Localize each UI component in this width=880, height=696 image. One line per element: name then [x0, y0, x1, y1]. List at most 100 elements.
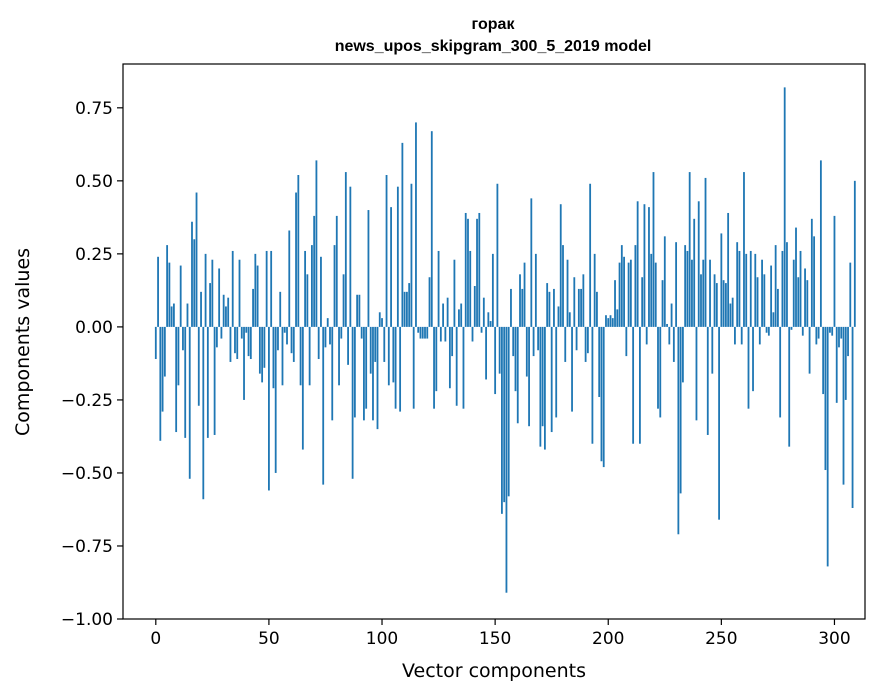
- x-tick-label: 100: [366, 629, 398, 649]
- bar: [220, 326, 223, 339]
- bar: [234, 326, 236, 354]
- bar: [842, 326, 845, 485]
- bar: [761, 259, 763, 327]
- bar: [564, 326, 567, 362]
- bar: [600, 326, 603, 462]
- bar: [833, 215, 836, 327]
- bar: [458, 309, 460, 327]
- bar: [611, 318, 614, 327]
- bar: [347, 326, 349, 365]
- bar: [659, 326, 662, 418]
- bar: [301, 326, 304, 450]
- bar: [792, 259, 795, 327]
- bar: [261, 326, 264, 383]
- chart-title-word: горак: [472, 16, 516, 33]
- bar: [650, 253, 653, 327]
- bar: [460, 303, 463, 327]
- y-tick-label: 0.00: [75, 318, 113, 338]
- bar: [369, 326, 372, 374]
- bar: [265, 250, 268, 327]
- bar: [629, 259, 632, 327]
- bar: [365, 326, 368, 409]
- bar: [213, 326, 216, 435]
- bar: [523, 262, 526, 327]
- bar: [505, 326, 508, 593]
- bar: [786, 242, 788, 327]
- bar: [514, 326, 517, 392]
- bar: [258, 326, 261, 374]
- bar: [684, 245, 687, 327]
- bar: [525, 326, 528, 377]
- bar: [229, 326, 232, 362]
- bar: [797, 277, 800, 327]
- bar: [727, 212, 730, 327]
- bar: [270, 250, 273, 327]
- bar: [806, 280, 809, 327]
- bar: [774, 245, 777, 327]
- bar: [632, 326, 635, 444]
- bar: [767, 326, 770, 336]
- bar: [197, 326, 200, 406]
- bar: [448, 326, 451, 389]
- bar: [168, 262, 171, 327]
- bar: [184, 326, 187, 438]
- bar: [548, 291, 551, 327]
- bar: [740, 326, 743, 345]
- bar: [715, 283, 718, 327]
- bar: [231, 250, 234, 327]
- bar: [163, 326, 166, 377]
- bar: [247, 326, 250, 357]
- bar: [528, 326, 530, 427]
- bar: [424, 326, 426, 339]
- bar: [417, 326, 420, 333]
- bar: [467, 218, 469, 327]
- y-axis-ticks: −1.00 −0.75 −0.50 −0.25 0.00 0.25 0.50 0.75: [61, 99, 123, 630]
- bar: [331, 326, 334, 421]
- bar: [446, 297, 449, 327]
- bar: [188, 326, 191, 479]
- y-tick-label: 0.75: [75, 99, 113, 119]
- bar: [734, 326, 736, 345]
- bar: [668, 326, 671, 345]
- bar: [410, 183, 413, 327]
- bar: [697, 201, 700, 327]
- bar: [403, 291, 406, 327]
- bar: [700, 274, 702, 327]
- bar: [838, 326, 840, 348]
- bar: [304, 250, 307, 327]
- bar: [808, 326, 811, 374]
- bar: [308, 326, 311, 386]
- bar: [543, 326, 546, 450]
- bar: [381, 318, 383, 327]
- bar: [225, 306, 227, 327]
- bar: [177, 326, 180, 386]
- bar: [801, 326, 804, 336]
- bar: [521, 288, 524, 327]
- bar: [161, 326, 164, 412]
- bar: [186, 303, 189, 327]
- bar: [591, 326, 594, 444]
- bar: [335, 215, 338, 327]
- bar: [378, 312, 381, 327]
- bar: [670, 303, 673, 327]
- bar: [159, 326, 162, 441]
- bar: [829, 326, 831, 333]
- bar: [557, 306, 560, 327]
- bar: [815, 326, 818, 345]
- bar: [681, 326, 684, 383]
- bar: [191, 221, 193, 327]
- bar: [374, 326, 377, 362]
- bar: [320, 256, 322, 327]
- x-tick-label: 300: [818, 629, 850, 649]
- bar: [835, 326, 838, 403]
- bar: [639, 326, 641, 444]
- bar: [693, 218, 696, 327]
- bar: [412, 326, 415, 409]
- bar: [297, 175, 300, 327]
- x-tick-label: 0: [150, 629, 161, 649]
- bar: [582, 274, 585, 327]
- bar: [399, 326, 402, 412]
- bar: [478, 212, 481, 327]
- bar: [243, 326, 245, 400]
- bar: [688, 172, 691, 327]
